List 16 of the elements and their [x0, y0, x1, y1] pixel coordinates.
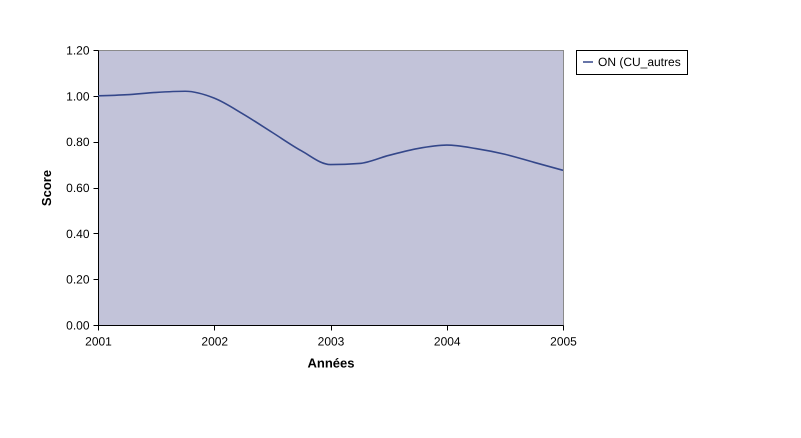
y-axis-title: Score	[39, 170, 54, 206]
x-tick-label: 2004	[434, 334, 461, 348]
line-series	[97, 90, 564, 172]
y-tick-label: 0.20	[66, 272, 90, 287]
y-tick-label: 0.60	[66, 181, 90, 195]
y-tick-label: 0.40	[66, 226, 90, 241]
x-axis-title: Années	[308, 356, 354, 370]
y-tick-label: 0.00	[66, 318, 90, 332]
x-tick-label: 2005	[550, 334, 578, 348]
y-tick-label: 0.80	[66, 135, 90, 150]
y-tick-label: 1.20	[66, 44, 90, 58]
legend-label: ON (CU_autres	[598, 55, 681, 69]
y-tick-label: 1.00	[66, 89, 90, 104]
x-tick-label: 2003	[318, 334, 345, 348]
x-tick-label: 2002	[201, 334, 228, 348]
x-tick-label: 2001	[85, 334, 112, 348]
